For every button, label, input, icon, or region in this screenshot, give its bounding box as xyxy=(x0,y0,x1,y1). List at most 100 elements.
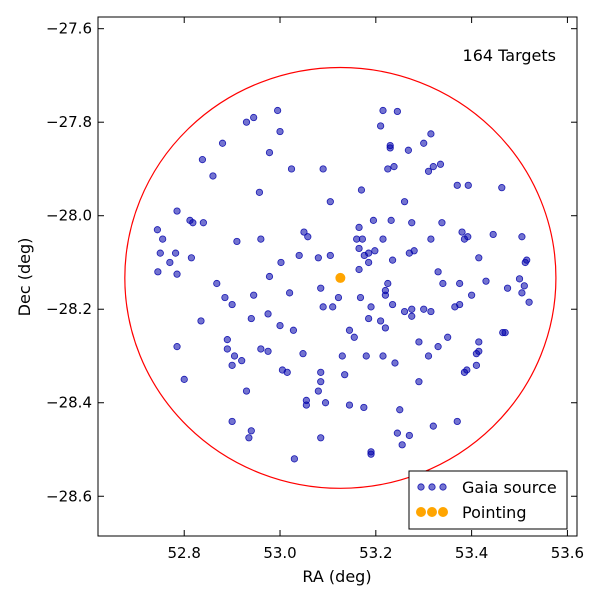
gaia-source-point xyxy=(276,321,284,330)
gaia-source-point xyxy=(468,291,476,299)
gaia-source-point xyxy=(400,307,409,316)
gaia-source-point xyxy=(391,359,399,367)
gaia-source-point xyxy=(314,387,322,395)
gaia-source-point xyxy=(427,235,435,243)
gaia-source-point xyxy=(360,251,368,260)
gaia-source-point xyxy=(482,277,490,285)
gaia-source-point xyxy=(420,305,428,313)
gaia-source-point xyxy=(453,181,461,189)
pointing-marker xyxy=(335,272,346,283)
gaia-source-point xyxy=(317,368,325,376)
gaia-source-point xyxy=(390,163,398,171)
gaia-source-point xyxy=(326,251,334,260)
gaia-source-point xyxy=(317,434,325,442)
gaia-source-point xyxy=(360,403,368,412)
legend-frame xyxy=(408,470,568,530)
gaia-source-point xyxy=(451,303,459,311)
gaia-source-point xyxy=(410,247,418,255)
y-axis-ticks: −27.6 −27.8 −28.0 −28.2 −28.4 −28.6 xyxy=(46,20,577,505)
gaia-source-point xyxy=(187,254,196,262)
gaia-source-point xyxy=(242,118,251,126)
y-tick-label: −28.2 xyxy=(46,300,92,318)
gaia-source-point xyxy=(358,235,367,243)
gaia-source-point xyxy=(515,275,524,283)
plot-frame xyxy=(97,16,578,537)
legend-pointing-dot xyxy=(427,507,437,517)
gaia-source-point xyxy=(362,352,370,360)
legend-gaia-label: Gaia source xyxy=(462,478,557,497)
gaia-source-point xyxy=(460,235,469,243)
gaia-source-point xyxy=(319,303,327,311)
gaia-source-point xyxy=(498,184,506,192)
gaia-source-point xyxy=(326,198,334,206)
gaia-source-point xyxy=(415,378,423,386)
gaia-source-point xyxy=(314,254,322,262)
gaia-source-point xyxy=(365,258,373,267)
gaia-source-point xyxy=(317,284,325,292)
gaia-source-point xyxy=(223,336,231,344)
gaia-source-point xyxy=(355,265,363,274)
gaia-source-point xyxy=(255,188,264,196)
gaia-source-point xyxy=(198,156,207,164)
gaia-source-point xyxy=(180,375,188,383)
gaia-source-point xyxy=(334,293,343,302)
legend-gaia-dot xyxy=(439,483,447,491)
targets-count-annotation: 164 Targets xyxy=(463,46,556,65)
gaia-source-point xyxy=(369,216,378,224)
gaia-source-point xyxy=(257,345,265,353)
gaia-source-point xyxy=(300,228,308,236)
gaia-source-point xyxy=(429,163,437,171)
legend-pointing-dot xyxy=(438,507,448,517)
y-tick-label: −27.6 xyxy=(46,20,92,38)
legend-pointing-marker xyxy=(416,507,448,517)
y-tick-label: −28.6 xyxy=(46,487,92,505)
gaia-source-point xyxy=(290,455,298,463)
y-tick-label: −27.8 xyxy=(46,113,92,131)
gaia-source-point xyxy=(387,216,395,224)
gaia-source-point xyxy=(393,429,401,437)
legend-gaia-dot xyxy=(428,483,436,491)
gaia-source-point xyxy=(427,307,435,316)
gaia-source-point xyxy=(304,233,312,241)
gaia-source-point xyxy=(424,352,433,360)
gaia-source-point xyxy=(384,279,392,288)
gaia-source-point xyxy=(357,186,366,194)
gaia-source-point xyxy=(276,127,284,136)
gaia-source-point xyxy=(464,181,472,189)
gaia-source-point xyxy=(209,172,217,180)
gaia-source-point xyxy=(242,387,251,395)
gaia-source-point xyxy=(386,141,394,150)
gaia-source-point xyxy=(233,237,241,246)
gaia-source-point xyxy=(345,401,354,409)
y-tick-label: −28.4 xyxy=(46,394,92,412)
gaia-source-point xyxy=(381,324,389,332)
gaia-source-point xyxy=(439,279,447,288)
gaia-source-point xyxy=(213,279,221,288)
gaia-source-point xyxy=(398,441,406,449)
gaia-source-point xyxy=(189,219,197,227)
points-layer xyxy=(153,106,533,463)
gaia-source-point xyxy=(245,434,253,442)
gaia-source-point xyxy=(379,352,387,360)
gaia-source-point xyxy=(247,427,255,435)
x-axis-label: RA (deg) xyxy=(302,567,371,586)
gaia-source-point xyxy=(218,139,227,147)
gaia-source-point xyxy=(408,305,416,313)
gaia-source-point xyxy=(475,254,483,262)
gaia-source-point xyxy=(319,165,327,173)
legend: Gaia source Pointing xyxy=(408,470,568,530)
x-tick-label: 53.4 xyxy=(455,544,488,562)
gaia-source-point xyxy=(287,165,296,173)
gaia-source-point xyxy=(384,165,392,173)
gaia-source-point xyxy=(472,350,481,358)
gaia-source-point xyxy=(228,417,236,426)
gaia-source-point xyxy=(221,293,229,302)
x-tick-label: 53.0 xyxy=(263,544,296,562)
gaia-source-point xyxy=(388,300,397,309)
gaia-source-point xyxy=(444,333,452,341)
gaia-source-point xyxy=(350,333,358,341)
gaia-source-point xyxy=(173,270,181,278)
gaia-source-point xyxy=(285,289,294,297)
gaia-source-point xyxy=(173,207,181,215)
gaia-source-point xyxy=(250,291,258,299)
